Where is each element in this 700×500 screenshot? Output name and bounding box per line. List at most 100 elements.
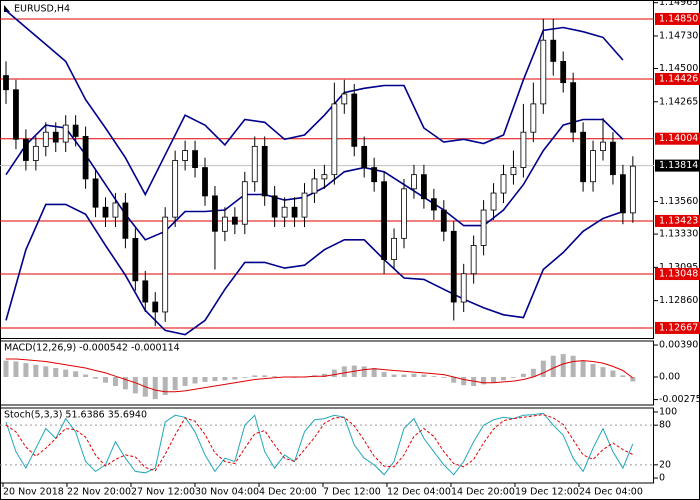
candle-body [460,273,467,303]
macd-bar [510,377,516,378]
candle-body [341,93,348,105]
bollinger-upper [5,9,624,197]
main-panel [0,0,654,339]
candle-body [580,131,586,183]
candle-body [391,237,397,260]
macd-bar [361,366,367,378]
candle-body [540,39,547,105]
macd-bar [242,377,248,378]
x-tick-label: 19 Dec 12:00 [515,487,579,498]
x-tick-label: 7 Dec 12:00 [323,487,381,498]
level-label: 1.13423 [659,215,698,226]
candle-body [221,216,228,232]
candle-body [550,39,557,62]
candle-body [72,124,79,137]
macd-bar [192,377,198,384]
candle-body [570,82,577,133]
level-label: 1.13048 [659,269,698,280]
level-tag [655,72,700,85]
y-tick-label: 100 [659,406,677,417]
candle-body [82,136,89,180]
candle-body [142,280,149,303]
chart-title: EURUSD,H4 [14,4,70,15]
candle-body [251,145,258,183]
candle-body [510,167,517,176]
y-tick-label: 80 [659,420,671,431]
candle-body [480,209,487,246]
candle-body [281,206,288,218]
macd-bar [530,368,536,378]
level-tag [655,12,700,25]
level-label: 1.14850 [659,13,698,24]
candle-body [102,206,109,218]
level-label: 1.14004 [659,133,698,144]
x-tick-label: 27 Nov 12:00 [131,487,195,498]
candle-body [351,93,358,147]
y-tick-label: 1.14265 [659,96,698,107]
macd-bar [272,376,278,378]
x-tick-label: 20 Nov 2018 [3,487,64,498]
candle-body [132,237,139,282]
macd-bar [550,355,556,378]
candle-body [192,150,198,168]
candle-body [212,195,218,232]
macd-bar [103,377,108,383]
macd-bar [560,354,566,378]
candle-body [500,174,507,194]
y-tick-label: -0.002759 [659,394,700,405]
level-tag [655,132,700,145]
candle-body [440,209,447,232]
y-tick-label: 1.14965 [659,0,698,8]
bollinger-lower [5,203,624,336]
stoch-panel [0,407,654,484]
candle-body [13,89,19,140]
candle-body [470,245,477,275]
macd-bar [371,368,377,378]
candle-body [122,202,129,239]
macd-bar [23,363,29,378]
candle-body [520,131,527,168]
candle-body [629,165,636,214]
macd-bar [620,375,626,378]
candle-body [560,61,567,84]
candle-body [590,150,596,183]
candle-body [152,301,159,313]
macd-bar [570,355,576,378]
last-price-tag [655,159,700,172]
x-tick-label: 24 Dec 04:00 [579,487,643,498]
macd-bar [391,374,397,378]
y-tick-label: 1.13095 [659,262,698,273]
macd-bar [212,377,218,382]
y-tick-label: 1.14500 [659,63,698,74]
candle-body [600,141,606,151]
y-tick-label: 20 [659,459,671,470]
stoch-title: Stoch(5,3,3) 51.6386 35.6940 [4,410,147,421]
macd-bar [33,364,39,378]
macd-bar [63,369,69,378]
macd-bar [461,377,467,386]
x-tick-label: 14 Dec 20:00 [451,487,515,498]
candle-body [430,198,437,211]
candle-body [381,181,388,260]
candle-body [490,192,497,211]
candle-body [202,167,208,197]
macd-bar [43,366,49,378]
macd-bar [580,360,586,378]
macd-bar [451,377,457,383]
macd-bar [83,374,89,378]
macd-bar [93,377,99,379]
candle-body [261,145,268,197]
candle-body [361,145,368,168]
x-tick-label: 4 Dec 20:00 [259,487,317,498]
y-tick-label: 0.003907 [659,340,700,351]
macd-bar [381,372,387,378]
candle-body [291,206,298,218]
macd-bar [441,377,447,378]
macd-bar [520,373,526,378]
level-tag [655,321,700,334]
macd-bar [341,366,347,378]
y-tick-label: 0 [659,473,665,484]
candle-body [42,131,49,147]
